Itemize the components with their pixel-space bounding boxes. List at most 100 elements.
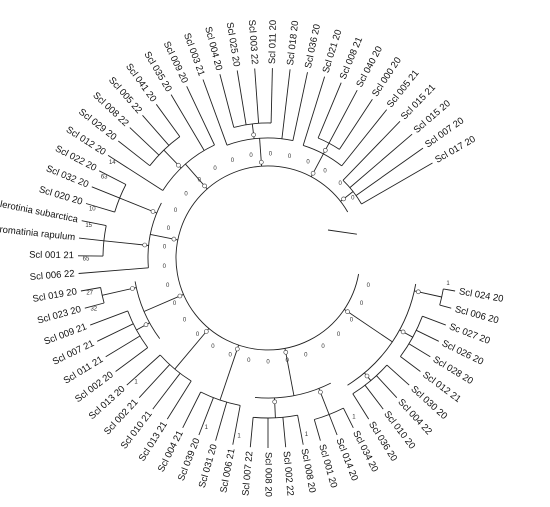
tip-label-group: Scl 011 20 (267, 20, 279, 64)
inner-support-value: 0 (174, 208, 178, 214)
tip-branch (91, 186, 120, 199)
clade-stem (174, 328, 210, 370)
inner-support-value: 0 (269, 152, 273, 158)
tip-label-group: Scl 019 20 27 (32, 286, 94, 305)
tip-label: Scl 001 20 (316, 443, 339, 489)
support-value: 27 (86, 290, 93, 296)
tip-label-group: Scl 002 22 (281, 451, 296, 497)
tip-branch (355, 147, 424, 196)
node-circle (400, 329, 406, 335)
tip-branch (215, 402, 228, 441)
clade-stem (219, 345, 240, 401)
tip-branch (292, 72, 308, 141)
tip-label: Scl 004 20 (202, 25, 224, 71)
inner-support-value: 0 (321, 344, 325, 350)
node-circle (345, 309, 350, 315)
tip-branch (439, 304, 452, 309)
tip-branch (126, 354, 161, 386)
tip-label: Scl 011 20 (267, 20, 279, 64)
inner-support-value: 0 (198, 177, 202, 183)
tip-branch (443, 288, 456, 292)
clade-arc (226, 137, 293, 146)
node-circle (341, 196, 346, 202)
node-circle (204, 329, 209, 334)
inner-support-value: 0 (339, 181, 343, 187)
node-circle (283, 349, 289, 355)
node-circle (258, 159, 264, 165)
tip-branch (98, 170, 127, 185)
support-value: 1 (446, 281, 450, 287)
tip-label-group: Stromatinia rapulum (0, 223, 76, 243)
clade-stem (344, 309, 393, 343)
tip-branch (90, 310, 128, 326)
node-circle (177, 293, 183, 299)
tip-branch (182, 391, 202, 429)
node-circle (176, 162, 181, 168)
inner-support-value: 0 (323, 169, 327, 175)
tip-branch (105, 335, 141, 358)
inner-support-value: 0 (286, 358, 290, 364)
support-value: 1 (237, 434, 241, 440)
tip-label: Scl 001 21 (29, 250, 74, 262)
tip-label: Scl 024 20 (458, 286, 504, 305)
tip-branch (317, 82, 342, 139)
inner-support-value: 0 (163, 245, 167, 251)
tip-label: Scl 003 22 (246, 19, 260, 65)
inner-support-value: 0 (249, 153, 253, 159)
tip-branch (376, 375, 398, 399)
tip-label: Scl 006 22 (29, 268, 75, 283)
node-circle (142, 242, 147, 248)
tip-label-group: Scl 031 20 (197, 443, 220, 489)
tip-branch (138, 364, 171, 399)
tree-branches (77, 68, 456, 448)
tip-label-group: Scl 025 20 (224, 21, 242, 67)
tip-branch (249, 417, 254, 448)
inner-support-value: 0 (167, 226, 171, 232)
tip-branch (352, 393, 370, 420)
support-value: 1 (205, 425, 209, 431)
node-circle (143, 322, 149, 328)
tip-branch (349, 133, 413, 188)
node-circle (364, 373, 370, 379)
clade-stem (119, 197, 157, 214)
inner-support-value: 0 (337, 332, 341, 338)
inner-support-value: 0 (166, 283, 170, 289)
inner-support-value: 0 (183, 318, 187, 324)
inner-support-value: 0 (247, 358, 251, 364)
inner-support-value: 0 (213, 166, 217, 172)
node-circle (235, 346, 240, 352)
tip-label: Scl 008 20 (262, 452, 273, 497)
tip-branch (386, 364, 410, 386)
tip-branch (313, 419, 321, 441)
node-circle (318, 389, 323, 395)
inner-support-value: 0 (360, 301, 364, 307)
support-value: 15 (85, 223, 92, 229)
tip-branch (416, 329, 439, 342)
tip-branch (186, 86, 215, 146)
tip-branch (342, 120, 401, 181)
tip-branch (400, 356, 421, 372)
tip-branch (170, 94, 205, 151)
tip-label-group: Scl 004 20 (202, 25, 224, 71)
support-value: 63 (101, 175, 108, 181)
support-value: 10 (89, 206, 96, 212)
node-circle (310, 170, 316, 176)
support-value: 1 (352, 414, 356, 420)
tip-branch (328, 89, 358, 144)
tip-label: Scl 020 20 (38, 184, 84, 207)
tip-label: Scl 008 20 (298, 448, 317, 494)
tip-branch (81, 220, 107, 227)
tip-label-group: Scl 008 20 (262, 452, 273, 497)
tip-label: Scl 006 21 (218, 448, 237, 494)
tip-branch (84, 302, 105, 309)
tip-branch (361, 162, 433, 205)
tip-label-group: Scl 008 20 1 (298, 432, 317, 494)
tip-branch (282, 417, 287, 448)
tip-branch (281, 69, 291, 139)
clade-stem (143, 293, 184, 312)
node-circle (322, 148, 328, 153)
tip-label: Scl 018 20 (285, 20, 301, 66)
tip-branch (80, 287, 101, 292)
tip-label: Scl 023 20 (36, 304, 82, 326)
tip-branch (78, 237, 104, 242)
